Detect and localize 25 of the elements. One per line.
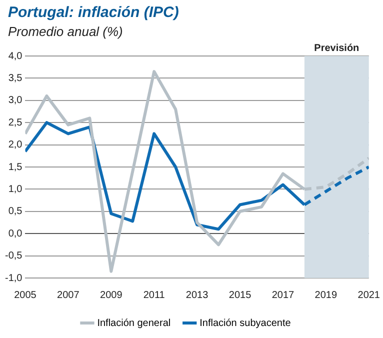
x-tick-label: 2019 [314,290,338,301]
y-tick-label: 3,0 [8,95,23,106]
x-tick-label: 2011 [143,290,166,301]
x-tick-label: 2009 [100,290,123,301]
x-tick-label: 2017 [272,290,295,301]
y-tick-label: 3,5 [8,72,23,84]
y-tick-label: -0,5 [4,250,23,262]
y-tick-label: 2,5 [8,117,23,128]
x-tick-label: 2007 [57,290,80,301]
y-tick-label: 0,5 [8,206,23,218]
x-tick-label: 2021 [358,290,380,301]
y-tick-label: 2,0 [8,140,23,151]
y-tick-label: -1,0 [4,272,23,284]
x-tick-label: 2015 [228,290,252,301]
y-tick-label: 1,5 [8,162,23,173]
legend-label: Inflación subyacente [200,318,292,329]
chart-title: Portugal: inflación (IPC) [8,4,179,21]
legend-label: Inflación general [97,318,171,329]
y-tick-label: 1,0 [8,184,23,195]
x-tick-label: 2013 [186,290,209,301]
band-label: Previsión [314,42,360,54]
y-tick-label: 4,0 [8,50,23,62]
y-tick-label: 0,0 [8,228,23,240]
x-tick-label: 2005 [14,290,37,301]
chart-subtitle: Promedio anual (%) [8,24,123,39]
